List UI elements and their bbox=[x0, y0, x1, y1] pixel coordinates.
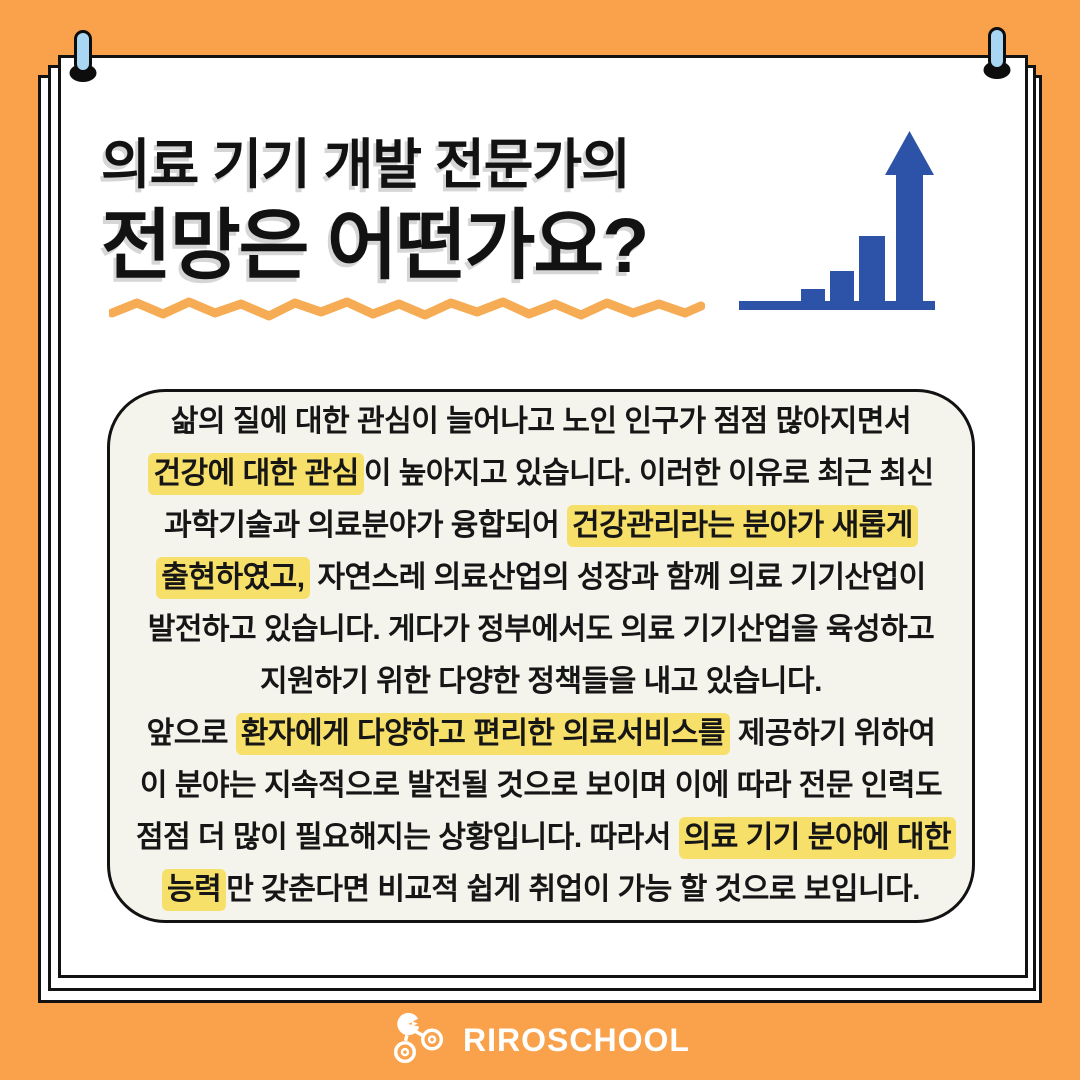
body-line: 능력 만 갖춘다면 비교적 쉽게 취업이 가능 할 것으로 보입니다. bbox=[136, 864, 946, 916]
highlighted-text: 환자에게 다양하고 편리한 의료서비스를 bbox=[235, 713, 730, 755]
push-pin-icon bbox=[988, 27, 1006, 70]
text-segment: 이 높아지고 있습니다. 이러한 이유로 최근 최신 bbox=[363, 457, 934, 490]
wavy-underline bbox=[109, 297, 705, 321]
body-line: 이 분야는 지속적으로 발전될 것으로 보이며 이에 따라 전문 인력도 bbox=[136, 760, 946, 812]
text-segment: 지원하기 위한 다양한 정책들을 내고 있습니다. bbox=[260, 665, 822, 698]
text-segment: 제공하기 위하여 bbox=[729, 717, 936, 750]
body-line: 앞으로 환자에게 다양하고 편리한 의료서비스를 제공하기 위하여 bbox=[136, 708, 946, 760]
paper-sheet-main: 의료 기기 개발 전문가의 전망은 어떤가요? 삶의 질에 대한 관심이 늘어나… bbox=[58, 55, 1028, 978]
push-pin-icon bbox=[74, 30, 92, 73]
push-pin-right bbox=[983, 27, 1011, 79]
body-line: 과학기술과 의료분야가 융합되어 건강관리라는 분야가 새롭게 bbox=[136, 500, 946, 552]
text-segment: 삶의 질에 대한 관심이 늘어나고 노인 인구가 점점 많아지면서 bbox=[170, 405, 912, 438]
highlighted-text: 건강관리라는 분야가 새롭게 bbox=[567, 505, 918, 547]
bar-chart-growth-icon bbox=[739, 131, 935, 310]
body-line: 출현하였고, 자연스레 의료산업의 성장과 함께 의료 기기산업이 bbox=[136, 552, 946, 604]
highlighted-text: 출현하였고, bbox=[156, 557, 310, 599]
text-segment: 만 갖춘다면 비교적 쉽게 취업이 가능 할 것으로 보입니다. bbox=[226, 873, 921, 906]
highlighted-text: 건강에 대한 관심 bbox=[148, 453, 364, 495]
body-line: 삶의 질에 대한 관심이 늘어나고 노인 인구가 점점 많아지면서 bbox=[136, 396, 946, 448]
text-segment: 앞으로 bbox=[146, 717, 236, 750]
text-segment: 이 분야는 지속적으로 발전될 것으로 보이며 이에 따라 전문 인력도 bbox=[139, 769, 943, 802]
body-line: 점점 더 많이 필요해지는 상황입니다. 따라서 의료 기기 분야에 대한 bbox=[136, 812, 957, 864]
push-pin-left bbox=[69, 30, 97, 82]
title-line-1: 의료 기기 개발 전문가의 bbox=[101, 135, 631, 195]
text-segment: 점점 더 많이 필요해지는 상황입니다. 따라서 bbox=[136, 821, 679, 854]
text-segment: 과학기술과 의료분야가 융합되어 bbox=[164, 509, 568, 542]
highlighted-text: 의료 기기 분야에 대한 bbox=[678, 817, 957, 859]
brand-name: RIROSCHOOL bbox=[463, 1021, 690, 1058]
highlighted-text: 능력 bbox=[161, 869, 227, 911]
body-line: 지원하기 위한 다양한 정책들을 내고 있습니다. bbox=[136, 656, 946, 708]
title-line-2: 전망은 어떤가요? bbox=[101, 203, 649, 289]
footer-brand: RIROSCHOOL bbox=[0, 1006, 1080, 1074]
body-line: 건강에 대한 관심 이 높아지고 있습니다. 이러한 이유로 최근 최신 bbox=[136, 448, 946, 500]
riroschool-logo-icon bbox=[394, 1012, 444, 1064]
text-segment: 자연스레 의료산업의 성장과 함께 의료 기기산업이 bbox=[309, 561, 926, 594]
title-block: 의료 기기 개발 전문가의 전망은 어떤가요? bbox=[101, 127, 649, 289]
body-line: 발전하고 있습니다. 게다가 정부에서도 의료 기기산업을 육성하고 bbox=[136, 604, 946, 656]
text-segment: 발전하고 있습니다. 게다가 정부에서도 의료 기기산업을 육성하고 bbox=[147, 613, 935, 646]
